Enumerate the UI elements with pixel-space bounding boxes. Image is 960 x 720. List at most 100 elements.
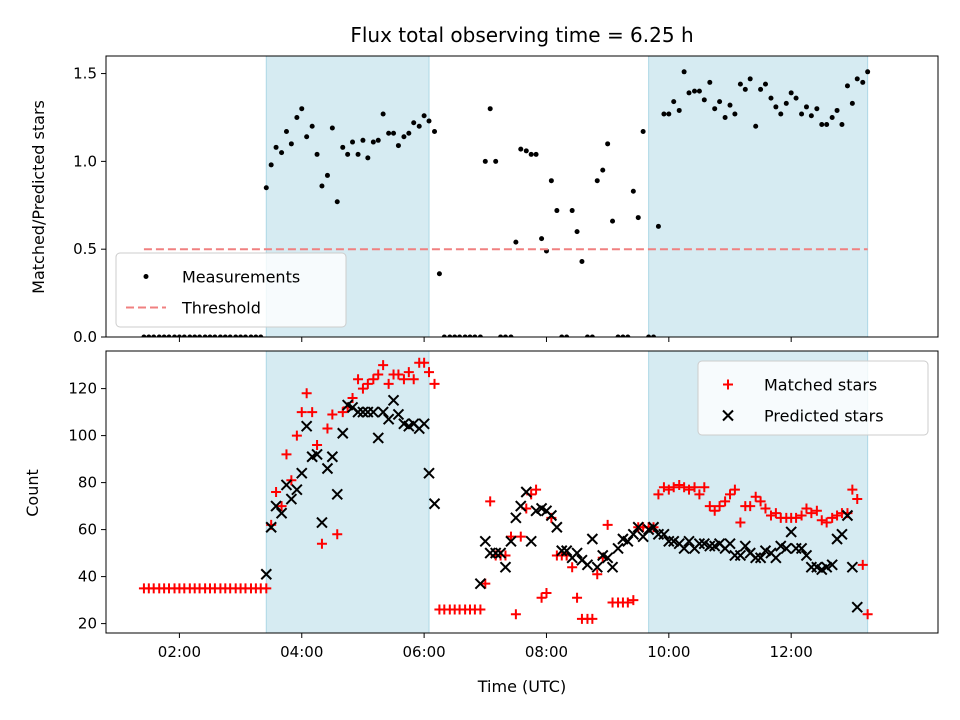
bottom-matched-stars-point	[694, 489, 705, 500]
top-measurements-point	[819, 121, 825, 127]
bottom-predicted-stars-point	[296, 467, 308, 479]
bottom-matched-stars-point	[567, 562, 578, 573]
top-measurements-point	[355, 151, 361, 157]
top-measurements-point	[814, 106, 820, 112]
bottom-matched-stars-point	[291, 430, 302, 441]
top-y-axis-label: Matched/Predicted stars	[29, 100, 48, 294]
top-measurements-point	[294, 114, 300, 120]
top-measurements-point	[839, 121, 845, 127]
top-measurements-point	[640, 129, 646, 135]
top-measurements-point	[737, 81, 743, 87]
bottom-matched-stars-point	[811, 505, 822, 516]
top-measurements-point	[793, 95, 799, 101]
bottom-predicted-stars-point	[754, 552, 767, 564]
bottom-legend-marker	[722, 409, 734, 422]
bottom-predicted-stars-point	[739, 540, 752, 552]
bottom-predicted-stars-point	[658, 528, 670, 541]
bottom-matched-stars-point	[393, 369, 404, 380]
top-measurements-point	[391, 130, 397, 136]
top-measurements-point	[722, 114, 728, 120]
top-measurements-point	[187, 334, 193, 337]
top-measurements-point	[554, 208, 560, 214]
top-measurements-point	[808, 113, 814, 119]
bottom-predicted-stars-point	[836, 528, 848, 541]
top-measurements-point	[584, 334, 590, 337]
top-measurements-point	[717, 99, 723, 105]
top-measurements-point	[181, 334, 187, 337]
bottom-matched-stars-point	[419, 357, 430, 368]
top-measurements-point	[533, 151, 539, 157]
top-measurements-point	[692, 88, 698, 94]
top-measurements-point	[523, 148, 529, 154]
top-measurements-point	[849, 100, 855, 106]
top-measurements-point	[753, 123, 759, 129]
top-measurements-point	[610, 218, 616, 224]
bottom-matched-stars-point	[760, 503, 771, 514]
top-measurements-point	[258, 334, 264, 337]
bottom-matched-stars-point	[709, 505, 720, 516]
top-measurements-point	[727, 102, 733, 108]
top-measurements-point	[233, 334, 239, 337]
bottom-matched-stars-point	[602, 519, 613, 530]
bottom-predicted-stars-point	[693, 537, 706, 550]
bottom-predicted-stars-point	[551, 521, 563, 533]
bottom-predicted-stars-point	[510, 512, 522, 524]
bottom-matched-stars-point	[729, 484, 740, 495]
bottom-y-tick-label: 120	[68, 380, 97, 398]
x-tick-label: 08:00	[525, 643, 568, 661]
top-measurements-point	[457, 334, 463, 337]
x-tick-label: 06:00	[403, 643, 446, 661]
bottom-predicted-stars-point	[647, 521, 660, 533]
top-measurements-point	[681, 69, 687, 75]
bottom-matched-stars-point	[689, 482, 700, 493]
top-measurements-point	[279, 150, 285, 156]
top-measurements-point	[539, 236, 545, 242]
top-measurements-point	[707, 79, 713, 85]
bottom-matched-stars-point	[592, 569, 603, 580]
top-measurements-point	[768, 95, 774, 101]
top-measurements-point	[467, 334, 473, 337]
bottom-predicted-stars-point	[285, 493, 298, 505]
bottom-matched-stars-point	[725, 489, 735, 500]
top-measurements-point	[324, 172, 330, 178]
bottom-predicted-stars-point	[785, 526, 797, 538]
bottom-matched-stars-point	[353, 374, 364, 385]
bottom-matched-stars-point	[357, 383, 368, 394]
bottom-matched-stars-point	[276, 501, 287, 512]
top-plot-area	[141, 69, 871, 337]
top-measurements-point	[655, 223, 661, 229]
top-measurements-point	[696, 88, 702, 94]
bottom-predicted-stars-point	[291, 483, 303, 496]
top-measurements-point	[141, 334, 147, 337]
bottom-predicted-stars-point	[515, 500, 527, 512]
bottom-predicted-stars-point	[601, 552, 614, 564]
top-measurements-point	[176, 334, 182, 337]
top-measurements-point	[304, 134, 310, 140]
bottom-matched-stars-point	[704, 501, 715, 512]
bottom-predicted-stars-point	[795, 542, 808, 555]
bottom-matched-stars-point	[531, 484, 542, 495]
top-measurements-point	[788, 90, 794, 96]
bottom-predicted-stars-point	[392, 408, 405, 421]
top-measurements-point	[227, 334, 233, 337]
bottom-matched-stars-point	[429, 378, 440, 389]
top-measurements-point	[747, 76, 753, 82]
top-measurements-point	[345, 151, 351, 157]
top-measurements-point	[502, 334, 508, 337]
top-measurements-point	[222, 334, 228, 337]
top-measurements-point	[375, 137, 381, 143]
top-measurements-point	[416, 123, 422, 129]
bottom-predicted-stars-point	[581, 559, 594, 571]
top-measurements-point	[712, 106, 718, 112]
bottom-matched-stars-point	[852, 494, 863, 505]
bottom-matched-stars-point	[750, 491, 761, 502]
bottom-matched-stars-point	[572, 592, 583, 603]
bottom-matched-stars-point	[791, 512, 802, 523]
bottom-predicted-stars-point	[428, 498, 441, 510]
bottom-matched-stars-point	[684, 484, 695, 495]
top-measurements-point	[646, 334, 652, 337]
bottom-predicted-stars-point	[800, 549, 813, 562]
top-measurements-point	[365, 155, 371, 161]
bottom-predicted-stars-point	[826, 559, 838, 571]
bottom-predicted-stars-point	[851, 601, 863, 613]
